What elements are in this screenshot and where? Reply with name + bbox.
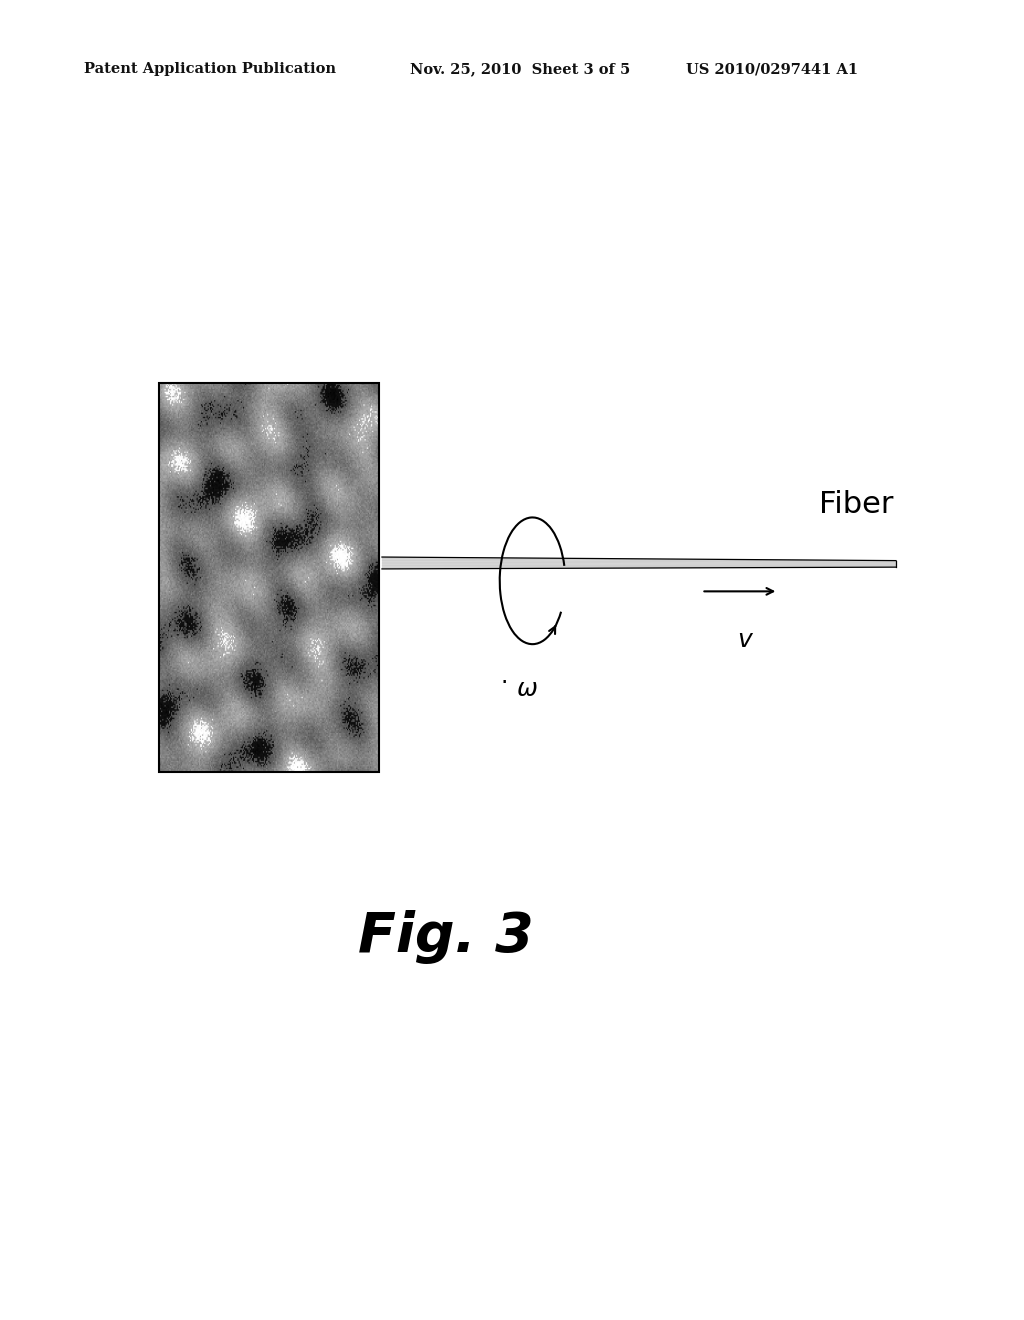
Text: Patent Application Publication: Patent Application Publication <box>84 62 336 77</box>
Text: Fig. 3: Fig. 3 <box>357 911 534 964</box>
Text: US 2010/0297441 A1: US 2010/0297441 A1 <box>686 62 858 77</box>
Text: ω: ω <box>517 677 538 701</box>
Text: ·: · <box>500 671 508 694</box>
Bar <box>159 383 379 772</box>
Text: Fiber: Fiber <box>819 490 894 519</box>
Polygon shape <box>382 557 896 569</box>
Text: v: v <box>737 628 753 652</box>
Text: Nov. 25, 2010  Sheet 3 of 5: Nov. 25, 2010 Sheet 3 of 5 <box>410 62 630 77</box>
